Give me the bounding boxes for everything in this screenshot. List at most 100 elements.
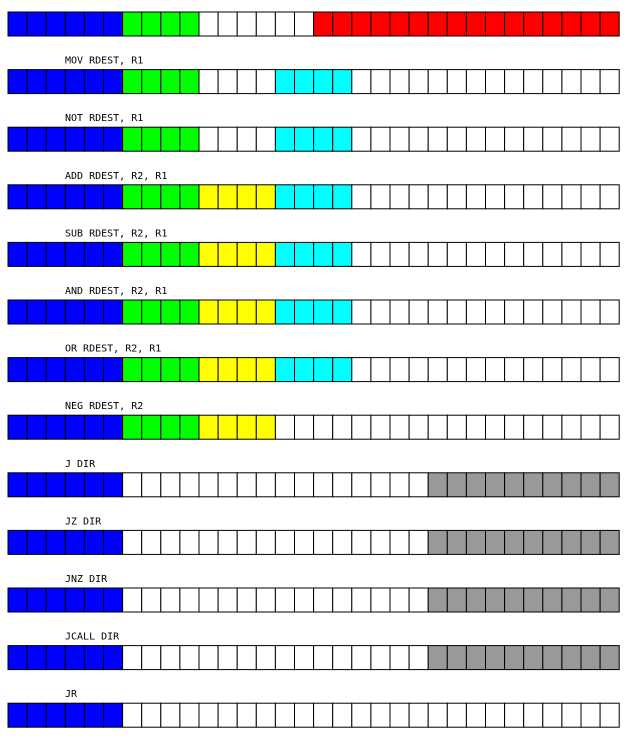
empty-bit-cell xyxy=(561,357,582,383)
empty-bit-cell xyxy=(427,184,448,210)
empty-bit-cell xyxy=(523,299,544,325)
empty-bit-cell xyxy=(599,184,620,210)
empty-bit-cell xyxy=(236,126,257,152)
empty-bit-cell xyxy=(122,702,143,728)
empty-bit-cell xyxy=(523,126,544,152)
rdest-bit-cell xyxy=(160,126,181,152)
dir-bit-cell xyxy=(523,472,544,498)
empty-bit-cell xyxy=(332,587,353,613)
rdest-bit-cell xyxy=(179,241,200,267)
empty-bit-cell xyxy=(370,126,391,152)
dir-bit-cell xyxy=(542,645,563,671)
empty-bit-cell xyxy=(179,472,200,498)
empty-bit-cell xyxy=(446,184,467,210)
rdest-bit-cell xyxy=(179,184,200,210)
opcode-bit-cell xyxy=(103,126,124,152)
opcode-bit-cell xyxy=(26,472,47,498)
empty-bit-cell xyxy=(599,69,620,95)
empty-bit-cell xyxy=(274,587,295,613)
empty-bit-cell xyxy=(141,702,162,728)
r2-bit-cell xyxy=(217,357,238,383)
empty-bit-cell xyxy=(236,472,257,498)
rdest-bit-cell xyxy=(141,69,162,95)
empty-bit-cell xyxy=(236,11,257,37)
empty-bit-cell xyxy=(599,126,620,152)
opcode-bit-cell xyxy=(45,472,66,498)
dir-bit-cell xyxy=(504,472,525,498)
empty-bit-cell xyxy=(351,184,372,210)
rdest-bit-cell xyxy=(122,357,143,383)
opcode-bit-cell xyxy=(26,587,47,613)
empty-bit-cell xyxy=(427,702,448,728)
empty-bit-cell xyxy=(332,414,353,440)
empty-bit-cell xyxy=(370,414,391,440)
empty-bit-cell xyxy=(294,645,315,671)
empty-bit-cell xyxy=(198,126,219,152)
opcode-bit-cell xyxy=(103,69,124,95)
empty-bit-cell xyxy=(465,241,486,267)
instruction-format-row: JZ DIR xyxy=(7,516,620,555)
r1-bit-cell xyxy=(332,241,353,267)
rdest-bit-cell xyxy=(160,69,181,95)
opcode-bit-cell xyxy=(7,645,28,671)
empty-bit-cell xyxy=(389,414,410,440)
rdest-bit-cell xyxy=(179,126,200,152)
empty-bit-cell xyxy=(408,126,429,152)
empty-bit-cell xyxy=(217,69,238,95)
dir-bit-cell xyxy=(465,472,486,498)
opcode-bit-cell xyxy=(26,69,47,95)
instruction-label: J DIR xyxy=(65,459,96,470)
dir-bit-cell xyxy=(485,587,506,613)
empty-bit-cell xyxy=(255,11,276,37)
empty-bit-cell xyxy=(198,69,219,95)
r2-bit-cell xyxy=(217,299,238,325)
opcode-bit-cell xyxy=(7,299,28,325)
empty-bit-cell xyxy=(485,241,506,267)
immediate-bit-cell xyxy=(599,11,620,37)
opcode-bit-cell xyxy=(7,184,28,210)
rdest-bit-cell xyxy=(160,241,181,267)
r2-bit-cell xyxy=(236,414,257,440)
empty-bit-cell xyxy=(198,11,219,37)
immediate-bit-cell xyxy=(523,11,544,37)
empty-bit-cell xyxy=(427,69,448,95)
opcode-bit-cell xyxy=(7,472,28,498)
instruction-label: JCALL DIR xyxy=(65,632,120,643)
empty-bit-cell xyxy=(255,69,276,95)
r1-bit-cell xyxy=(274,184,295,210)
instruction-format-row: JCALL DIR xyxy=(7,632,620,671)
empty-bit-cell xyxy=(446,299,467,325)
empty-bit-cell xyxy=(504,299,525,325)
r2-bit-cell xyxy=(255,299,276,325)
empty-bit-cell xyxy=(542,357,563,383)
empty-bit-cell xyxy=(561,69,582,95)
empty-bit-cell xyxy=(485,702,506,728)
empty-bit-cell xyxy=(122,529,143,555)
dir-bit-cell xyxy=(446,529,467,555)
rdest-bit-cell xyxy=(141,299,162,325)
empty-bit-cell xyxy=(294,702,315,728)
rdest-bit-cell xyxy=(122,69,143,95)
empty-bit-cell xyxy=(446,126,467,152)
opcode-bit-cell xyxy=(83,472,105,498)
rdest-bit-cell xyxy=(179,357,200,383)
empty-bit-cell xyxy=(504,241,525,267)
r1-bit-cell xyxy=(274,69,295,95)
r1-bit-cell xyxy=(294,357,315,383)
opcode-bit-cell xyxy=(7,529,28,555)
empty-bit-cell xyxy=(408,241,429,267)
empty-bit-cell xyxy=(504,357,525,383)
opcode-bit-cell xyxy=(64,11,85,37)
dir-bit-cell xyxy=(561,472,582,498)
empty-bit-cell xyxy=(351,69,372,95)
r1-bit-cell xyxy=(274,241,295,267)
instruction-label: SUB RDEST, R2, R1 xyxy=(65,228,167,239)
rdest-bit-cell xyxy=(160,299,181,325)
empty-bit-cell xyxy=(370,357,391,383)
dir-bit-cell xyxy=(542,529,563,555)
empty-bit-cell xyxy=(217,645,238,671)
opcode-bit-cell xyxy=(64,587,85,613)
dir-bit-cell xyxy=(504,645,525,671)
opcode-bit-cell xyxy=(26,184,47,210)
